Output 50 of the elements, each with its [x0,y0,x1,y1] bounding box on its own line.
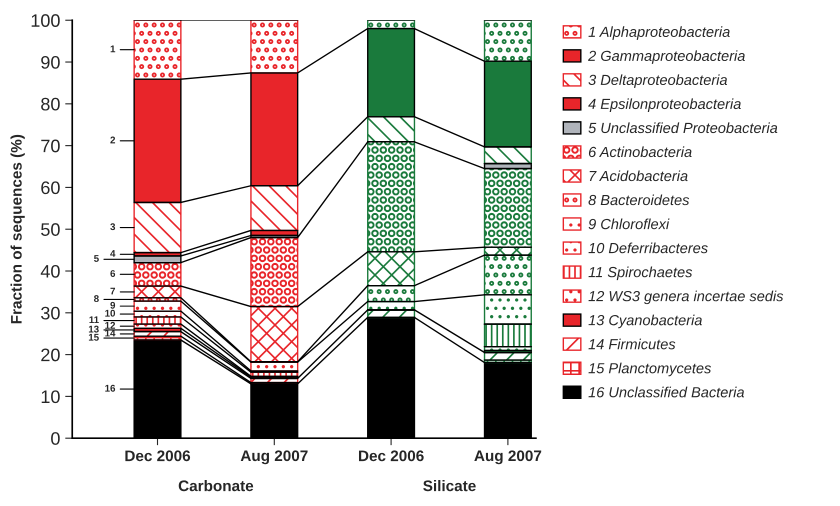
annotation: 8 [94,295,99,302]
legend-label: 2 Gammaproteobacteria [588,50,745,64]
legend-label: 3 Deltaproteobacteria [588,74,728,88]
legend-label: 8 Bacteroidetes [588,194,690,206]
legend-label: 16 Unclassified Bacteria [588,386,744,398]
legend-label: 13 Cyanobacteria [588,314,702,328]
legend-label: 11 Spirochaetes [588,266,692,280]
annotation: 1 [110,46,116,52]
legend-label: 7 Acidobacteria [590,170,688,182]
y-tick-label: 10 [42,390,60,404]
y-tick-label: 60 [41,181,60,194]
annotation: 7 [110,288,116,294]
legend-label: 12 WS3 genera incertae sedis [588,290,784,304]
annotation: 15 [88,334,99,341]
x-tick-label: Aug 2007 [474,450,542,464]
annotation: 3 [110,223,116,230]
y-axis-title: Fraction of sequences (%) [10,134,25,324]
annotation: 9 [110,302,116,309]
annotation: 4 [110,250,116,257]
y-tick-label: 30 [41,306,60,320]
y-tick-label: 90 [41,56,60,69]
legend-label: 1 Alphaproteobacteria [588,26,730,40]
annotation: 5 [94,255,99,262]
legend-label: 14 Firmicutes [588,338,676,350]
annotation: 13 [88,326,99,333]
legend-label: 9 Chloroflexi [588,218,670,230]
legend-label: 5 Unclassified Proteobacteria [588,122,778,134]
legend-label: 4 Epsilonproteobacteria [588,98,741,112]
x-tick-label: Dec 2006 [358,450,424,462]
annotation: 6 [110,270,116,277]
y-tick-label: 0 [51,432,60,445]
annotation: 16 [105,384,116,392]
annotation: 12 [105,322,116,329]
y-tick-label: 100 [32,14,60,27]
y-tick-label: 80 [41,98,60,111]
y-tick-label: 20 [41,348,60,362]
legend-label: 10 Deferribacteres [588,242,708,254]
legend-label: 6 Actinobacteria [588,146,692,158]
annotation: 10 [105,310,116,317]
text: Carbonate [178,480,254,492]
legend-label: 15 Planctomycetes [588,362,712,376]
y-tick-label: 70 [41,140,60,152]
y-tick-label: 50 [41,223,60,236]
x-tick-label: Aug 2007 [240,450,308,464]
text: Silicate [423,480,476,492]
annotation: 2 [110,136,116,144]
y-tick-label: 40 [40,264,60,278]
x-tick-label: Dec 2006 [125,450,190,462]
annotation: 11 [89,316,99,324]
annotation: 14 [105,330,116,336]
